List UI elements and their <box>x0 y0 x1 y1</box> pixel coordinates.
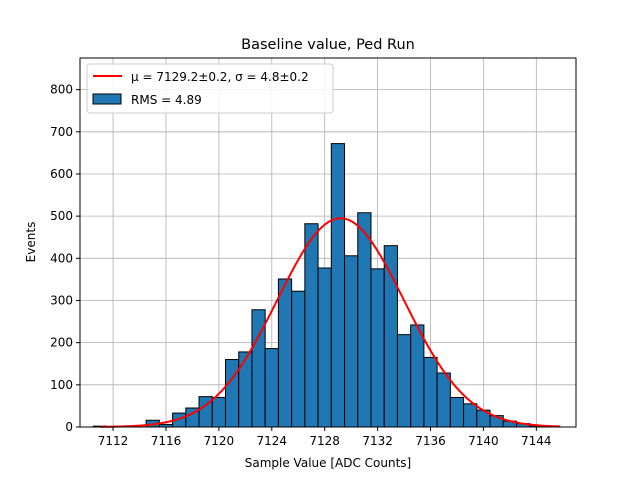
x-tick-label: 7144 <box>521 434 552 448</box>
x-tick-label: 7124 <box>257 434 288 448</box>
y-tick-label: 300 <box>50 293 73 307</box>
y-tick-label: 800 <box>50 83 73 97</box>
legend-rms-patch-swatch <box>92 93 122 105</box>
histogram-bar <box>449 396 465 428</box>
histogram-bar <box>317 267 332 428</box>
x-tick-label: 7128 <box>309 434 340 448</box>
fit-curve-path <box>99 217 561 428</box>
x-axis-ticks: 7112 7116 7120 7124 7128 7132 7136 7140 7144 <box>98 427 552 448</box>
axes-frame <box>79 57 577 428</box>
y-tick-label: 500 <box>50 209 73 223</box>
histogram-bar <box>211 396 226 428</box>
histogram-bars <box>92 143 557 428</box>
histogram-bar <box>291 290 306 428</box>
histogram-bar <box>410 324 425 428</box>
histogram-bar <box>396 334 412 428</box>
y-tick-label: 0 <box>65 420 73 434</box>
histogram-bar <box>304 223 319 428</box>
y-tick-label: 400 <box>50 251 73 265</box>
histogram-bar <box>423 356 438 428</box>
legend: μ = 7129.2±0.2, σ = 4.8±0.2 RMS = 4.89 <box>86 63 334 114</box>
x-tick-label: 7132 <box>362 434 393 448</box>
y-tick-label: 200 <box>50 336 73 350</box>
x-tick-label: 7140 <box>468 434 499 448</box>
y-tick-label: 100 <box>50 378 73 392</box>
x-tick-label: 7136 <box>415 434 446 448</box>
y-tick-label: 600 <box>50 167 73 181</box>
histogram-bar <box>436 372 451 428</box>
histogram-bar <box>463 403 478 428</box>
histogram-bar <box>370 268 385 428</box>
chart-title: Baseline value, Ped Run <box>241 37 415 53</box>
histogram-bar <box>330 143 346 428</box>
histogram-bar <box>264 348 279 428</box>
histogram-bar <box>238 351 253 428</box>
legend-rms-label: RMS = 4.89 <box>131 93 202 107</box>
legend-box <box>86 63 334 114</box>
x-tick-label: 7112 <box>98 434 129 448</box>
histogram-bar <box>344 255 359 428</box>
x-axis-label: Sample Value [ADC Counts] <box>245 456 411 470</box>
histogram-bar <box>277 278 293 428</box>
histogram-bar <box>357 212 372 428</box>
gaussian-fit-curve <box>99 217 561 428</box>
y-axis-label: Events <box>24 222 38 263</box>
y-axis-ticks: 0 100 200 300 400 500 600 700 800 <box>50 83 80 434</box>
x-tick-label: 7116 <box>151 434 182 448</box>
legend-fit-label: μ = 7129.2±0.2, σ = 4.8±0.2 <box>131 70 309 84</box>
x-tick-label: 7120 <box>204 434 235 448</box>
histogram-bar <box>224 359 240 428</box>
y-tick-label: 700 <box>50 125 73 139</box>
